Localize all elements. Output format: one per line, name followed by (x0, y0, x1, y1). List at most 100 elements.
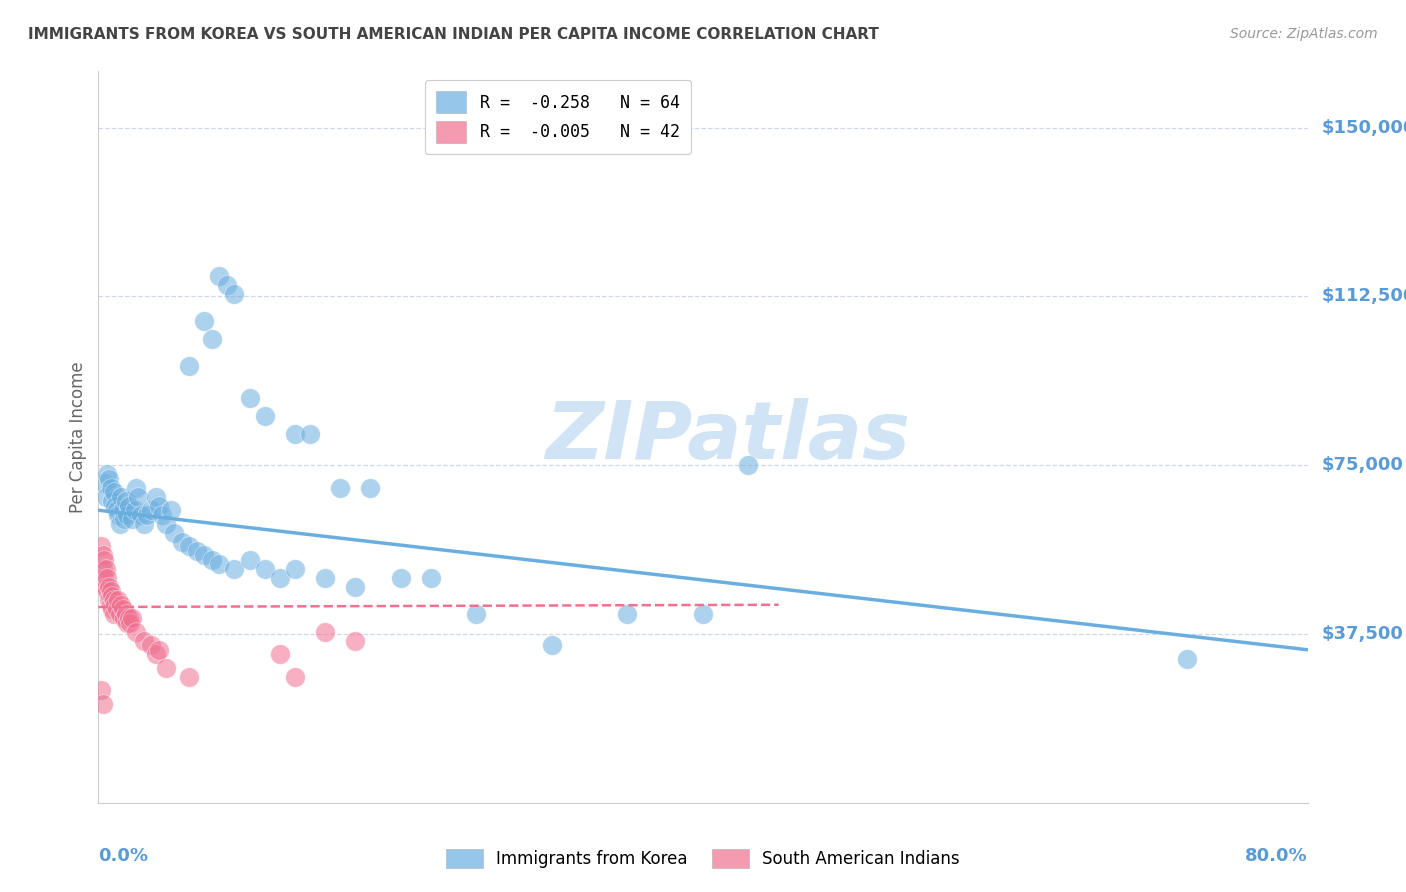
Point (103, 593, 125, 607)
Point (101, 602, 124, 616)
Point (112, 611, 135, 625)
Point (148, 499, 170, 513)
Point (419, 571, 441, 585)
Point (193, 314, 215, 328)
Point (121, 512, 143, 526)
Point (118, 499, 141, 513)
Point (145, 490, 167, 504)
Point (344, 580, 367, 594)
Point (111, 602, 134, 616)
Point (132, 633, 155, 648)
Point (107, 508, 129, 522)
Point (105, 503, 128, 517)
Point (132, 516, 155, 531)
Point (284, 670, 307, 684)
Point (737, 458, 759, 473)
Text: $75,000: $75,000 (1322, 456, 1403, 475)
Point (104, 499, 127, 513)
Point (91, 562, 114, 576)
Point (145, 647, 167, 661)
Y-axis label: Per Capita Income: Per Capita Income (69, 361, 87, 513)
Point (465, 607, 488, 621)
Point (314, 624, 336, 639)
Point (239, 553, 262, 567)
Point (121, 611, 143, 625)
Point (177, 359, 201, 374)
Point (108, 516, 131, 531)
Point (284, 426, 307, 441)
Point (94, 562, 117, 576)
Point (98, 580, 121, 594)
Point (125, 481, 148, 495)
Point (155, 516, 177, 531)
Text: Source: ZipAtlas.com: Source: ZipAtlas.com (1230, 27, 1378, 41)
Point (129, 508, 152, 522)
Point (114, 607, 136, 621)
Point (269, 647, 291, 661)
Point (160, 503, 183, 517)
Text: $112,500: $112,500 (1322, 287, 1406, 305)
Point (93, 476, 115, 491)
Point (155, 661, 177, 675)
Point (135, 508, 157, 522)
Point (170, 534, 193, 549)
Point (91, 697, 114, 711)
Point (150, 508, 173, 522)
Point (108, 607, 131, 621)
Point (127, 490, 149, 504)
Point (91, 548, 114, 562)
Point (118, 611, 141, 625)
Point (90, 539, 112, 553)
Point (103, 485, 125, 500)
Point (163, 525, 186, 540)
Point (124, 503, 146, 517)
Point (208, 269, 231, 284)
Text: 80.0%: 80.0% (1244, 847, 1308, 864)
Point (93, 571, 115, 585)
Point (90, 683, 112, 698)
Text: $37,500: $37,500 (1322, 625, 1403, 643)
Legend: Immigrants from Korea, South American Indians: Immigrants from Korea, South American In… (439, 842, 967, 875)
Point (177, 539, 201, 553)
Point (253, 409, 276, 423)
Point (208, 558, 231, 572)
Point (125, 624, 148, 639)
Point (389, 571, 412, 585)
Point (107, 593, 129, 607)
Point (115, 615, 138, 630)
Point (100, 598, 122, 612)
Point (101, 589, 124, 603)
Point (239, 391, 262, 405)
Point (110, 490, 132, 504)
Point (120, 615, 142, 630)
Point (141, 503, 163, 517)
Point (112, 512, 135, 526)
Point (201, 332, 224, 346)
Point (114, 494, 136, 508)
Point (540, 638, 562, 652)
Point (284, 562, 307, 576)
Point (253, 562, 276, 576)
Point (115, 508, 138, 522)
Point (98, 593, 121, 607)
Point (141, 638, 163, 652)
Point (269, 571, 291, 585)
Text: $150,000: $150,000 (1322, 119, 1406, 136)
Point (299, 426, 322, 441)
Text: 0.0%: 0.0% (98, 847, 149, 864)
Point (96, 467, 118, 482)
Point (360, 481, 382, 495)
Point (101, 494, 124, 508)
Point (314, 571, 336, 585)
Point (98, 472, 121, 486)
Point (105, 602, 128, 616)
Point (100, 481, 122, 495)
Point (104, 598, 127, 612)
Point (103, 607, 125, 621)
Point (1175, 652, 1198, 666)
Point (224, 287, 246, 301)
Point (100, 584, 122, 599)
Point (94, 490, 117, 504)
Point (616, 607, 638, 621)
Point (344, 633, 367, 648)
